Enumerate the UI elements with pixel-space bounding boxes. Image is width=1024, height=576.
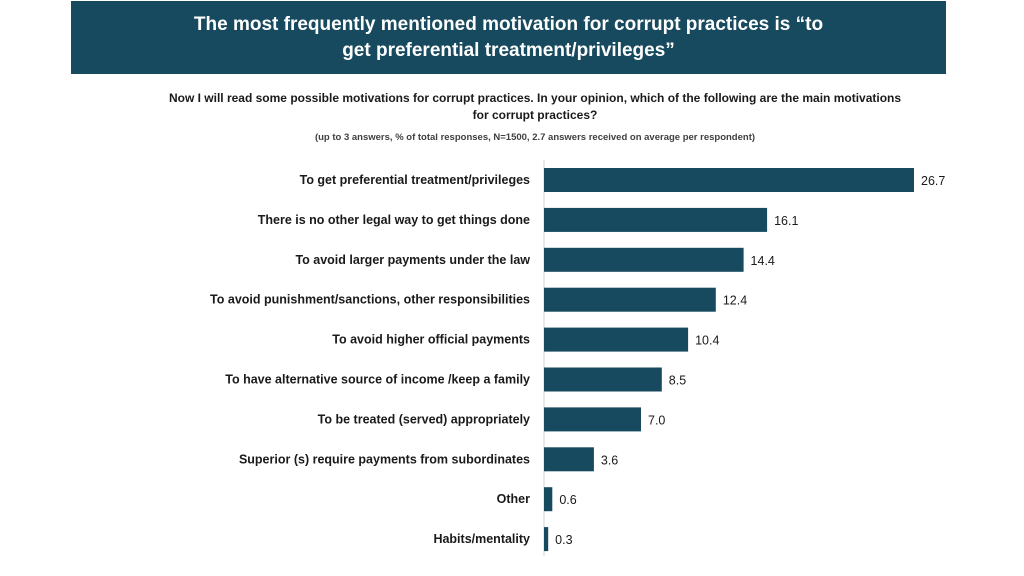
category-label: To avoid larger payments under the law (295, 253, 530, 267)
category-label: Other (497, 492, 530, 506)
category-label: Superior (s) require payments from subor… (239, 452, 530, 466)
value-label: 3.6 (601, 453, 618, 467)
category-label: To be treated (served) appropriately (318, 412, 530, 426)
value-label: 12.4 (723, 294, 747, 308)
category-label: To get preferential treatment/privileges (300, 173, 530, 187)
question-text: Now I will read some possible motivation… (168, 91, 902, 122)
bar (544, 287, 716, 312)
category-label: There is no other legal way to get thing… (258, 213, 530, 227)
bar (544, 207, 768, 232)
category-label: To have alternative source of income /ke… (225, 373, 530, 387)
title-banner: The most frequently mentioned motivation… (71, 1, 946, 74)
bar (544, 168, 914, 192)
value-label: 0.3 (555, 533, 572, 547)
value-label: 14.4 (751, 254, 775, 268)
value-label: 10.4 (695, 334, 719, 348)
sample-note: (up to 3 answers, % of total responses, … (314, 132, 756, 143)
category-label: To avoid punishment/sanctions, other res… (210, 293, 530, 307)
category-label: To avoid higher official payments (332, 333, 530, 347)
bar (544, 327, 689, 352)
value-label: 26.7 (921, 174, 945, 188)
value-label: 0.6 (559, 493, 576, 507)
chart-title: The most frequently mentioned motivation… (193, 13, 824, 61)
value-label: 7.0 (648, 413, 665, 427)
bar (544, 487, 553, 512)
bar (544, 407, 641, 432)
bar (544, 447, 594, 472)
bar (544, 367, 662, 392)
category-label: Habits/mentality (433, 532, 530, 546)
value-label: 16.1 (774, 214, 798, 228)
value-label: 8.5 (669, 374, 686, 388)
bar (544, 247, 744, 272)
bar (544, 527, 549, 552)
